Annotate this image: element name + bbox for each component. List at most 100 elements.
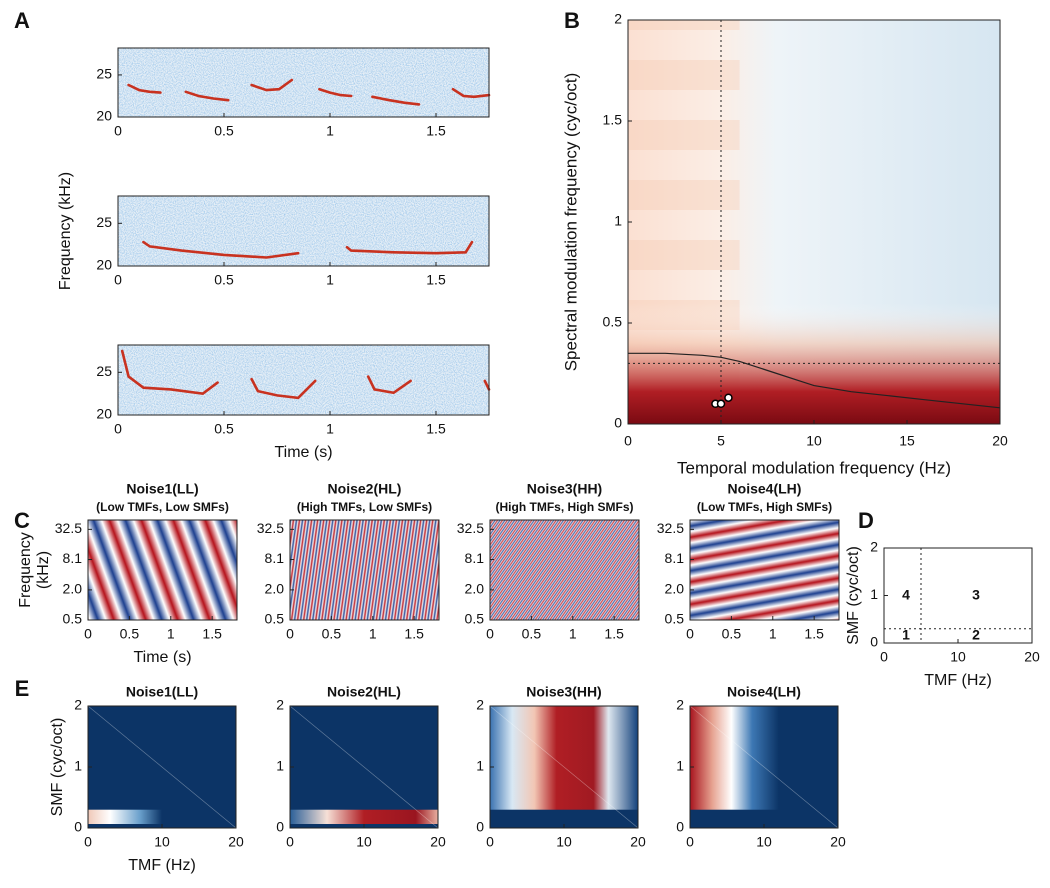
x-tick-label: 0 [624,433,632,449]
call-trace [184,90,230,102]
x-tick-label: 1.5 [404,626,424,642]
panel-title: Noise1(LL) [126,684,198,700]
y-axis-label: SMF (cyc/oct) [845,546,862,645]
y-tick-label: 8.1 [665,550,685,566]
call-trace [371,95,421,106]
diagonal [689,705,839,829]
panel-subtitle: (High TMFs, Low SMFs) [297,500,432,514]
call-trace [483,379,491,391]
x-tick-label: 1.5 [426,421,446,437]
y-tick-label: 2 [476,697,484,713]
x-tick-label: 1 [326,421,334,437]
x-tick-label: 10 [806,433,822,449]
x-tick-label: 0.5 [120,626,140,642]
axes-frame [117,344,490,416]
diagonal [87,705,237,829]
stimulus-image [690,520,839,620]
y-tick-label: 25 [96,214,112,230]
panel-title: Noise2(HL) [328,481,402,497]
panel-letter: B [564,8,580,33]
x-tick-label: 10 [950,649,966,665]
panel-letter: E [15,676,30,701]
x-tick-label: 20 [830,834,846,850]
spectrogram-noise [118,345,489,415]
y-axis-label: SMF (cyc/oct) [49,718,66,817]
x-axis-label: Time (s) [133,649,191,666]
y-tick-label: 20 [96,406,112,422]
x-tick-label: 20 [430,834,446,850]
call-trace [120,349,219,396]
heatmap-strip [88,809,236,824]
y-tick-label: 2 [276,697,284,713]
heatmap-strip [290,809,438,824]
y-axis-label: (kHz) [35,551,52,589]
y-tick-label: 8.1 [265,550,285,566]
x-tick-label: 0 [114,123,122,139]
spectrogram-noise [118,196,489,266]
x-tick-label: 20 [228,834,244,850]
panel-title: Noise3(HH) [526,684,601,700]
region-label: 3 [972,587,980,603]
y-tick-label: 0.5 [63,611,83,627]
stimulus-image [290,520,439,620]
x-tick-label: 0 [686,834,694,850]
diagonal [289,705,439,829]
panel-title: Noise4(LH) [727,684,801,700]
panel-letter: D [858,508,874,533]
x-axis-label: TMF (Hz) [924,672,992,689]
y-tick-label: 32.5 [257,520,284,536]
call-trace [366,375,412,395]
y-tick-label: 0 [614,415,622,431]
x-tick-label: 0.5 [722,626,742,642]
y-tick-label: 1 [870,586,878,602]
x-tick-label: 1.5 [604,626,624,642]
x-tick-label: 0.5 [214,421,234,437]
y-tick-label: 2.0 [665,581,685,597]
panel-subtitle: (Low TMFs, Low SMFs) [96,500,229,514]
y-tick-label: 1 [276,758,284,774]
x-tick-label: 0 [286,834,294,850]
y-tick-label: 2 [870,539,878,555]
call-trace [451,87,491,99]
x-tick-label: 1 [569,626,577,642]
y-tick-label: 32.5 [55,520,82,536]
contour-line [628,352,1001,409]
x-tick-label: 0 [880,649,888,665]
y-tick-label: 0 [870,634,878,650]
heatmap-low [628,20,1000,424]
x-tick-label: 1 [326,123,334,139]
y-tick-label: 1.5 [603,112,623,128]
x-tick-label: 0.5 [214,123,234,139]
x-tick-label: 10 [556,834,572,850]
heatmap-base [88,706,236,828]
x-tick-label: 0 [486,626,494,642]
x-tick-label: 1 [769,626,777,642]
y-tick-label: 0.5 [265,611,285,627]
heatmap-base [290,706,438,828]
y-tick-label: 2 [676,697,684,713]
x-tick-label: 0 [114,421,122,437]
region-label: 2 [972,627,980,643]
panel-title: Noise1(LL) [126,481,198,497]
y-tick-label: 1 [676,758,684,774]
x-tick-label: 1.5 [426,123,446,139]
panel-title: Noise4(LH) [728,481,802,497]
diagonal [489,705,639,829]
x-tick-label: 10 [756,834,772,850]
y-tick-label: 25 [96,363,112,379]
y-tick-label: 8.1 [63,550,83,566]
x-tick-label: 1.5 [202,626,222,642]
x-tick-label: 0 [686,626,694,642]
panel-subtitle: (High TMFs, High SMFs) [496,500,634,514]
region-label: 4 [902,587,910,603]
call-trace [250,377,317,400]
x-tick-label: 0 [114,272,122,288]
panel-title: Noise2(HL) [327,684,401,700]
x-tick-label: 1 [167,626,175,642]
x-axis-label: TMF (Hz) [128,857,196,874]
y-tick-label: 20 [96,108,112,124]
axes-frame [87,519,238,621]
x-tick-label: 10 [356,834,372,850]
point [724,393,733,402]
